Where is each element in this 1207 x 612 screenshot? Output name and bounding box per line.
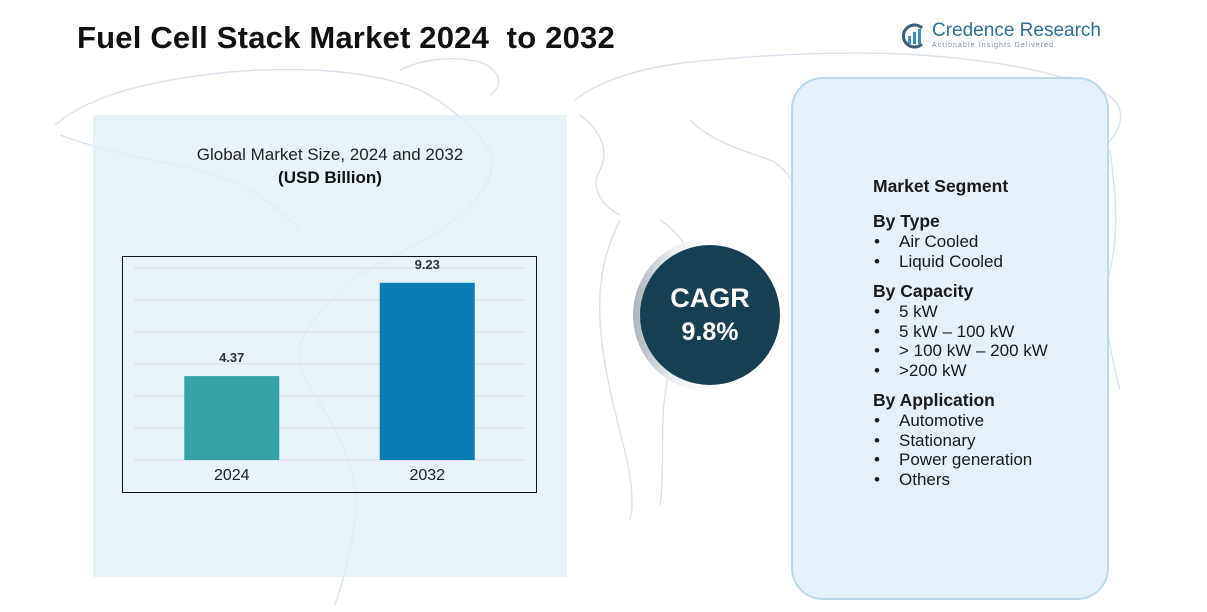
credence-research-logo: Credence Research Actionable Insights De… bbox=[900, 20, 1101, 52]
segment-item: Stationary bbox=[873, 431, 1103, 451]
chart-panel bbox=[93, 115, 567, 577]
logo-tagline: Actionable Insights Delivered bbox=[932, 42, 1055, 49]
segment-item: Power generation bbox=[873, 450, 1103, 470]
bar-2032 bbox=[379, 282, 475, 460]
cagr-value: 9.8% bbox=[682, 318, 739, 346]
cagr-badge: CAGR 9.8% bbox=[633, 238, 780, 392]
segment-item: 5 kW – 100 kW bbox=[873, 322, 1103, 342]
segment-heading: Market Segment bbox=[873, 176, 1009, 196]
logo-icon bbox=[902, 23, 924, 49]
segment-item: Automotive bbox=[873, 411, 1103, 431]
data-label: 9.23 bbox=[415, 257, 440, 272]
page-title: Fuel Cell Stack Market 2024 to 2032 bbox=[77, 20, 615, 55]
bar-2024 bbox=[184, 376, 280, 460]
segment-group-title: By Application bbox=[873, 390, 995, 410]
market-segment-list: Market Segment By TypeAir CooledLiquid C… bbox=[873, 174, 1103, 498]
x-tick-label: 2032 bbox=[409, 467, 445, 484]
segment-item: 5 kW bbox=[873, 302, 1103, 322]
segment-item: Air Cooled bbox=[873, 232, 1103, 252]
x-tick-label: 2024 bbox=[214, 467, 250, 484]
cagr-circle bbox=[640, 245, 780, 385]
chart-subtitle: (USD Billion) bbox=[278, 168, 382, 187]
segment-group: By TypeAir CooledLiquid Cooled bbox=[873, 210, 1103, 271]
chart-frame bbox=[122, 256, 537, 493]
chart-title: Global Market Size, 2024 and 2032 bbox=[196, 145, 464, 164]
data-label: 4.37 bbox=[219, 350, 244, 365]
cagr-label: CAGR bbox=[670, 283, 750, 313]
logo-name: Credence Research bbox=[932, 20, 1101, 41]
segment-group-title: By Capacity bbox=[873, 281, 974, 301]
segment-group: By ApplicationAutomotiveStationaryPower … bbox=[873, 389, 1103, 489]
segment-item: Others bbox=[873, 470, 1103, 490]
segment-group-title: By Type bbox=[873, 211, 940, 231]
segment-item: > 100 kW – 200 kW bbox=[873, 341, 1103, 361]
bar-chart: 4.37 2024 9.23 2032 bbox=[122, 256, 537, 493]
segment-group: By Capacity5 kW5 kW – 100 kW> 100 kW – 2… bbox=[873, 280, 1103, 380]
segment-item: >200 kW bbox=[873, 361, 1103, 381]
segment-item: Liquid Cooled bbox=[873, 252, 1103, 272]
